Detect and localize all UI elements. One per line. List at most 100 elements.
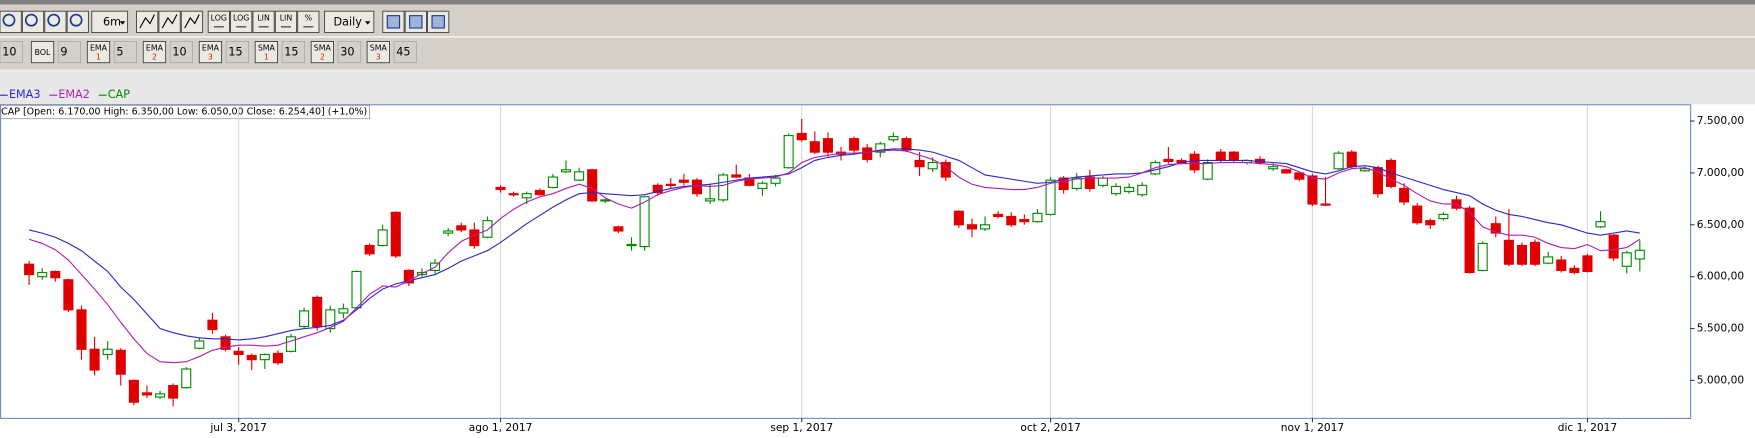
indicator-value-field[interactable]: [57, 41, 81, 64]
chart-background: [0, 104, 1755, 438]
indicator-value-field[interactable]: [281, 41, 305, 64]
candle-body: [626, 243, 637, 247]
indicator-value-field[interactable]: [393, 41, 417, 64]
icon-glyph: [184, 14, 200, 29]
scale-button[interactable]: [274, 10, 298, 33]
candle-body: [508, 193, 519, 196]
ohlc-info: CAP [Open: 6.170,00 High: 6.350,00 Low: …: [1, 107, 367, 118]
indicator-button[interactable]: [310, 40, 334, 64]
candle-body: [1006, 215, 1017, 226]
candle-body: [1346, 151, 1357, 168]
period-dropdown[interactable]: [91, 10, 129, 33]
chart-style-button[interactable]: [180, 10, 204, 33]
indicator-value: 15: [228, 46, 242, 59]
indicator-button[interactable]: [198, 40, 223, 64]
scale-button[interactable]: [207, 10, 230, 33]
indicator-button[interactable]: [254, 40, 279, 64]
candle-body: [1163, 158, 1174, 163]
y-tick-label: 5.000,00: [1697, 373, 1745, 386]
scale-button[interactable]: [230, 10, 253, 33]
candle-body: [155, 393, 166, 398]
candle-body: [443, 230, 454, 234]
y-tick-label: 7.000,00: [1697, 166, 1745, 179]
candle-body: [1294, 172, 1305, 180]
candle-body: [456, 225, 467, 231]
candle-body: [1124, 186, 1135, 193]
icon-glyph: [161, 14, 178, 29]
candle-body: [1425, 220, 1436, 226]
dropdown-arrow: [119, 21, 126, 25]
candle-body: [364, 244, 375, 255]
candle-body: [24, 263, 35, 276]
candle-body: [299, 310, 310, 328]
indicator-value-field[interactable]: [113, 41, 137, 64]
chart-style-button[interactable]: [136, 10, 159, 33]
scale-button-label: LIN: [280, 13, 293, 22]
candle-body: [1634, 249, 1645, 260]
candle-body: [1084, 176, 1095, 190]
candle-body: [1359, 168, 1370, 172]
scale-button[interactable]: [297, 10, 320, 33]
scale-button[interactable]: [252, 10, 275, 33]
indicator-line: [28, 148, 1640, 341]
indicator-value-field[interactable]: [169, 41, 193, 64]
candle-body: [312, 296, 323, 328]
interval-dropdown[interactable]: [324, 10, 375, 33]
candle-body: [1320, 203, 1331, 206]
candle-body: [181, 368, 192, 389]
candle-body: [272, 352, 283, 364]
y-tick-label: 7.500,00: [1697, 114, 1745, 127]
indicator-value-field[interactable]: [225, 41, 249, 64]
scale-button-label: LOG: [211, 13, 227, 22]
x-tick-label: sep 1, 2017: [770, 421, 833, 434]
indicator-button[interactable]: [86, 40, 111, 64]
candle-body: [377, 229, 388, 247]
candle-body: [207, 319, 218, 331]
candle-body: [37, 271, 48, 278]
scale-button-label: %: [305, 13, 312, 22]
x-tick-label: oct 2, 2017: [1020, 421, 1080, 434]
interval-label: Daily: [334, 15, 363, 28]
indicator-button[interactable]: [142, 40, 167, 64]
x-tick-label: ago 1, 2017: [469, 421, 533, 434]
candle-body: [1530, 241, 1541, 265]
candle-body: [547, 176, 558, 188]
indicator-button-index: 3: [208, 53, 213, 62]
candle-body: [521, 193, 532, 199]
candle-body: [587, 169, 598, 202]
indicator-value-field[interactable]: [337, 41, 361, 64]
candle-body: [1071, 177, 1082, 190]
indicator-button-label: SMA: [314, 44, 332, 53]
candle-body: [862, 147, 873, 160]
candle-body: [482, 220, 493, 238]
legend-label: EMA3: [9, 88, 40, 101]
candle-body: [403, 269, 414, 284]
indicator-line: [28, 149, 1641, 364]
candle-body: [574, 171, 585, 181]
indicator-button[interactable]: [366, 40, 390, 64]
candle-body: [613, 226, 624, 232]
indicator-value-field[interactable]: [0, 41, 23, 64]
indicator-button-label: SMA: [258, 44, 276, 53]
candle-body: [1228, 151, 1239, 160]
candle-body: [888, 136, 899, 141]
candle-body: [901, 138, 912, 151]
candle-body: [796, 132, 807, 141]
candle-body: [678, 179, 689, 183]
legend-strip: [0, 69, 1755, 105]
candle-body: [980, 224, 991, 230]
candle-body: [1503, 239, 1514, 265]
candle-body: [469, 229, 480, 247]
candle-body: [141, 392, 152, 396]
candle-body: [757, 182, 768, 190]
indicator-button-index: 2: [320, 53, 325, 62]
candle-body: [168, 385, 179, 399]
chart-style-button[interactable]: [158, 10, 181, 33]
candle-body: [1490, 223, 1501, 234]
dropdown-arrow: [364, 21, 371, 25]
candle-body: [1595, 221, 1606, 228]
candle-body: [1019, 219, 1030, 223]
candle-body: [76, 309, 87, 350]
indicator-button[interactable]: [30, 40, 55, 64]
candle-body: [1032, 212, 1043, 223]
